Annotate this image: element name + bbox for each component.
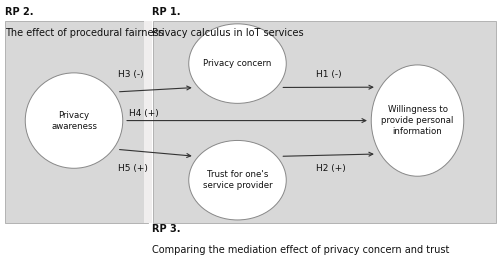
Text: H3 (-): H3 (-) <box>118 70 143 79</box>
Text: H2 (+): H2 (+) <box>316 164 346 173</box>
Text: RP 3.: RP 3. <box>152 224 181 234</box>
FancyBboxPatch shape <box>144 21 152 223</box>
Text: The effect of procedural fairness: The effect of procedural fairness <box>5 28 164 38</box>
Text: RP 2.: RP 2. <box>5 7 34 17</box>
Text: H1 (-): H1 (-) <box>316 70 342 79</box>
FancyBboxPatch shape <box>152 21 496 223</box>
Ellipse shape <box>25 73 123 168</box>
Ellipse shape <box>189 140 286 220</box>
Text: Comparing the mediation effect of privacy concern and trust: Comparing the mediation effect of privac… <box>152 245 450 255</box>
Text: Willingness to
provide personal
information: Willingness to provide personal informat… <box>382 105 454 136</box>
Text: Trust for one's
service provider: Trust for one's service provider <box>202 170 272 190</box>
Ellipse shape <box>189 24 286 103</box>
FancyBboxPatch shape <box>5 21 148 223</box>
Text: Privacy calculus in IoT services: Privacy calculus in IoT services <box>152 28 304 38</box>
Text: H5 (+): H5 (+) <box>118 164 148 173</box>
Text: H4 (+): H4 (+) <box>129 109 159 118</box>
Text: RP 1.: RP 1. <box>152 7 181 17</box>
Ellipse shape <box>371 65 464 176</box>
Text: Privacy concern: Privacy concern <box>204 59 272 68</box>
Text: Privacy
awareness: Privacy awareness <box>51 111 97 131</box>
